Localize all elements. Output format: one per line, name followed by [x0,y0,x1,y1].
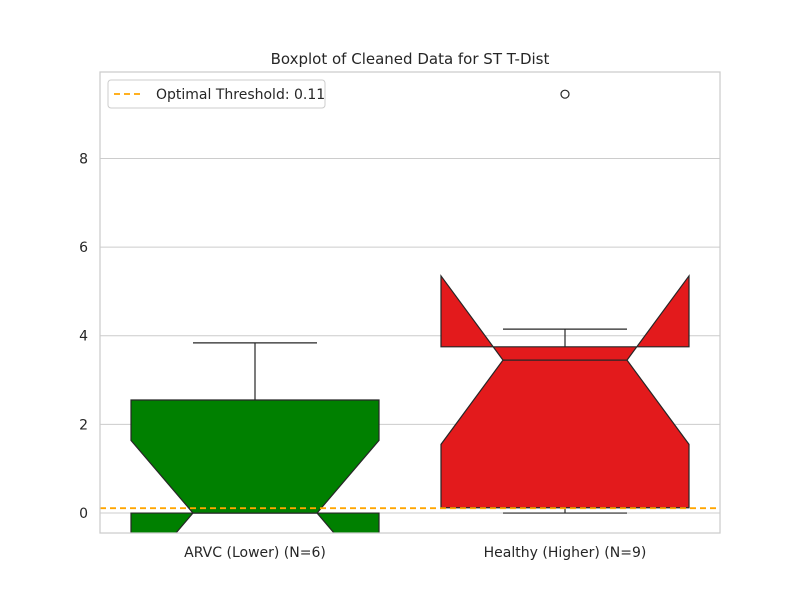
y-tick-label: 0 [79,506,88,522]
x-tick-label: Healthy (Higher) (N=9) [484,545,647,561]
box-0 [130,342,380,533]
box-group [130,89,690,533]
y-tick-label: 4 [79,329,88,345]
legend-label: Optimal Threshold: 0.11 [156,87,325,103]
legend[interactable]: Optimal Threshold: 0.11 [107,79,326,109]
box-1 [440,89,690,514]
box-body [440,274,690,509]
legend-box [107,79,326,109]
x-tick-label: ARVC (Lower) (N=6) [184,545,326,561]
y-tick-label: 6 [79,240,88,256]
y-tick-label: 8 [79,151,88,167]
box-body [130,399,380,533]
y-tick-label: 2 [79,417,88,433]
tick-labels: 0 2 4 6 8 ARVC (Lower) (N=6) Healthy (Higher) … [79,151,646,561]
chart-title: Boxplot of Cleaned Data for ST T-Dist [271,50,550,68]
plot-frame [99,71,721,534]
outlier-point [560,89,570,99]
